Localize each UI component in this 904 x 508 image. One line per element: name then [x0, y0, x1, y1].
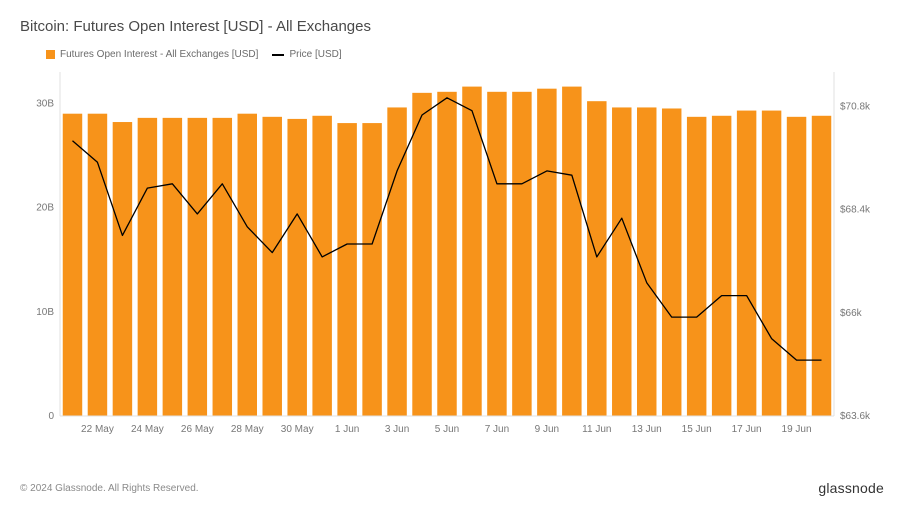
svg-text:$66k: $66k	[840, 308, 863, 319]
svg-text:7 Jun: 7 Jun	[485, 424, 509, 435]
bar	[387, 107, 406, 416]
bar	[762, 111, 781, 416]
svg-text:15 Jun: 15 Jun	[682, 424, 712, 435]
bar	[337, 123, 356, 416]
page-title: Bitcoin: Futures Open Interest [USD] - A…	[20, 18, 884, 35]
bar	[512, 92, 531, 416]
bar	[287, 119, 306, 416]
bar	[238, 114, 257, 416]
svg-text:22 May: 22 May	[81, 424, 114, 435]
bar	[712, 116, 731, 416]
bar	[462, 87, 481, 416]
svg-text:5 Jun: 5 Jun	[435, 424, 459, 435]
chart-area: 0 10B 20B 30B $63.6k $66k $68.4k $70.8k 22 May 24…	[20, 66, 882, 446]
svg-text:11 Jun: 11 Jun	[582, 424, 611, 435]
bar	[812, 116, 831, 416]
svg-text:28 May: 28 May	[231, 424, 264, 435]
legend-label-line: Price [USD]	[289, 49, 341, 60]
svg-text:9 Jun: 9 Jun	[535, 424, 559, 435]
svg-text:$68.4k: $68.4k	[840, 205, 871, 216]
copyright-text: © 2024 Glassnode. All Rights Reserved.	[20, 483, 199, 494]
bar	[562, 87, 581, 416]
bar	[487, 92, 506, 416]
bar	[437, 92, 456, 416]
svg-text:24 May: 24 May	[131, 424, 164, 435]
legend: Futures Open Interest - All Exchanges [U…	[20, 49, 884, 60]
legend-label-bars: Futures Open Interest - All Exchanges [U…	[60, 49, 258, 60]
bar	[662, 108, 681, 416]
brand-logo: glassnode	[818, 480, 884, 496]
svg-text:20B: 20B	[36, 203, 54, 214]
svg-text:0: 0	[48, 411, 54, 422]
svg-text:17 Jun: 17 Jun	[732, 424, 762, 435]
bar	[188, 118, 207, 416]
legend-swatch-line	[272, 54, 284, 56]
chart-svg: 0 10B 20B 30B $63.6k $66k $68.4k $70.8k 22 May 24…	[20, 66, 882, 446]
bar	[412, 93, 431, 416]
bar	[737, 111, 756, 416]
bar	[262, 117, 281, 416]
svg-text:$63.6k: $63.6k	[840, 411, 871, 422]
bar	[63, 114, 82, 416]
svg-text:3 Jun: 3 Jun	[385, 424, 409, 435]
bar	[88, 114, 107, 416]
bar	[213, 118, 232, 416]
bar	[138, 118, 157, 416]
bar	[312, 116, 331, 416]
svg-text:13 Jun: 13 Jun	[632, 424, 662, 435]
bar	[787, 117, 806, 416]
legend-item-line: Price [USD]	[272, 49, 341, 60]
svg-text:30B: 30B	[36, 98, 54, 109]
svg-text:10B: 10B	[36, 307, 54, 318]
bar	[587, 101, 606, 416]
svg-text:19 Jun: 19 Jun	[782, 424, 812, 435]
bar	[637, 107, 656, 416]
svg-text:30 May: 30 May	[281, 424, 314, 435]
bar	[113, 122, 132, 416]
bar	[537, 89, 556, 416]
svg-text:$70.8k: $70.8k	[840, 101, 871, 112]
legend-swatch-bars	[46, 50, 55, 59]
bar	[163, 118, 182, 416]
bar	[362, 123, 381, 416]
legend-item-bars: Futures Open Interest - All Exchanges [U…	[46, 49, 258, 60]
bar	[612, 107, 631, 416]
footer: © 2024 Glassnode. All Rights Reserved. g…	[20, 480, 884, 496]
chart-page: Bitcoin: Futures Open Interest [USD] - A…	[0, 0, 904, 508]
bar	[687, 117, 706, 416]
svg-text:1 Jun: 1 Jun	[335, 424, 359, 435]
svg-text:26 May: 26 May	[181, 424, 214, 435]
